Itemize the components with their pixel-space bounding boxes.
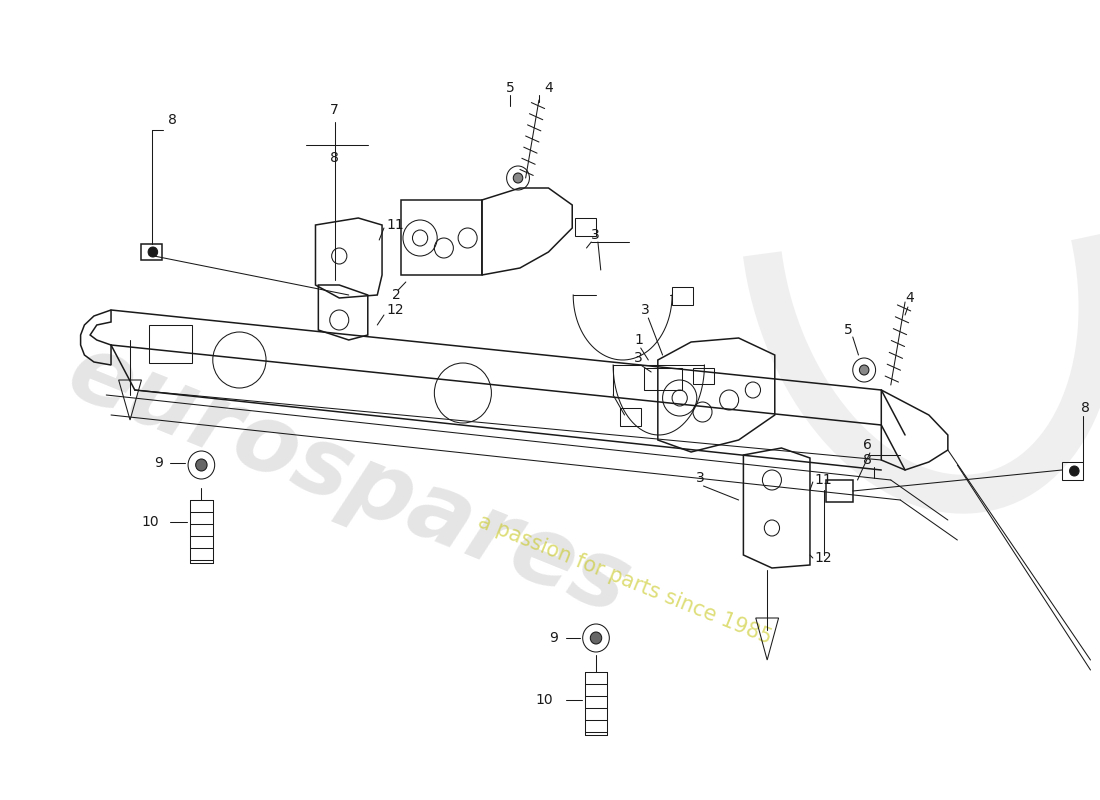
Text: 4: 4 [905,291,914,305]
Text: 9: 9 [154,456,163,470]
Text: 2: 2 [392,288,400,302]
Text: 1: 1 [635,333,643,347]
Text: 5: 5 [844,323,852,337]
Circle shape [514,173,522,183]
Text: eurospares: eurospares [55,326,643,634]
Text: 12: 12 [815,551,833,565]
Text: 3: 3 [592,228,600,242]
Text: 3: 3 [641,303,650,317]
Text: 12: 12 [387,303,405,317]
Text: 6: 6 [862,438,871,452]
Text: 5: 5 [506,81,515,95]
Text: 4: 4 [544,81,553,95]
Circle shape [196,459,207,471]
Text: 9: 9 [549,631,558,645]
Circle shape [859,365,869,375]
Text: 3: 3 [696,471,705,485]
Text: 8: 8 [862,453,871,467]
Circle shape [1069,466,1079,476]
Circle shape [148,247,157,257]
Text: 8: 8 [330,151,339,165]
Text: 3: 3 [635,351,643,365]
Text: 11: 11 [815,473,833,487]
Text: 8: 8 [168,113,177,127]
Text: 8: 8 [1081,401,1090,415]
Text: 10: 10 [536,693,553,707]
Text: a passion for parts since 1985: a passion for parts since 1985 [475,512,774,648]
Circle shape [591,632,602,644]
Text: 10: 10 [141,515,158,529]
Text: 11: 11 [387,218,405,232]
Text: 7: 7 [330,103,339,117]
